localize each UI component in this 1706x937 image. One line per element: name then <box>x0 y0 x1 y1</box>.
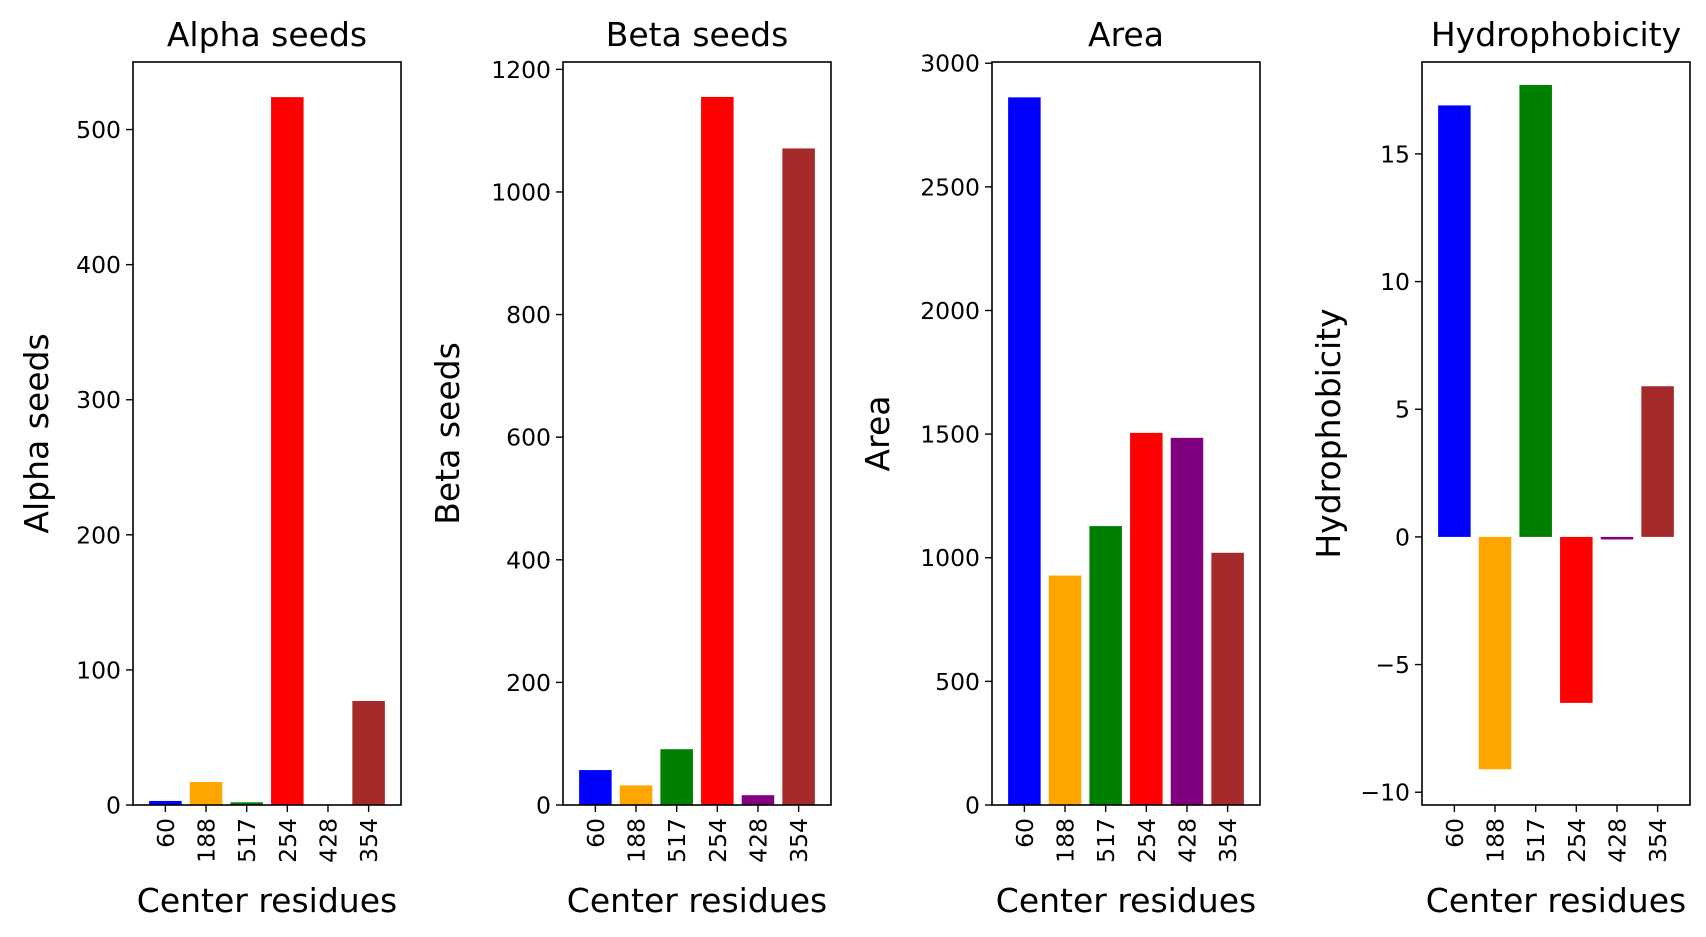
x-tick-label: 60 <box>1441 818 1469 848</box>
chart-panel-3: 0 500 1000 1500 2000 2500 3000 60 188 517 254 428 35… <box>858 15 1261 920</box>
x-axis-label: Center residues <box>137 881 397 920</box>
bar-188 <box>189 782 223 805</box>
bar-517 <box>1089 526 1122 805</box>
y-tick-label: 15 <box>1380 140 1410 168</box>
x-axis-label: Center residues <box>1426 881 1686 920</box>
y-tick-label: 100 <box>76 656 121 684</box>
x-tick-label: 354 <box>355 818 383 863</box>
axes-frame <box>1421 61 1691 806</box>
x-tick-label: 188 <box>1052 818 1080 863</box>
y-tick-label: 0 <box>536 792 551 820</box>
bar-188 <box>619 785 653 805</box>
y-tick-label: 0 <box>106 792 121 820</box>
bar-354 <box>1641 386 1674 537</box>
x-tick-label: 188 <box>193 818 221 863</box>
y-tick-label: 300 <box>76 386 121 414</box>
y-tick-label: 1200 <box>491 56 551 84</box>
x-tick-label: 60 <box>152 818 180 848</box>
bar-354 <box>352 700 385 805</box>
chart-panel-1: 0 100 200 300 400 500 60 188 517 254 428 354 Alpha s… <box>17 15 402 920</box>
bar-254 <box>701 96 734 805</box>
bar-188 <box>1048 575 1082 805</box>
y-tick-label: 2000 <box>920 297 980 325</box>
y-tick-label: 0 <box>1395 523 1410 551</box>
bar-254 <box>1130 432 1163 805</box>
bar-517 <box>1519 84 1552 537</box>
bar-354 <box>1211 552 1244 805</box>
x-tick-label: 428 <box>1603 818 1631 863</box>
bar-517 <box>660 749 693 805</box>
x-axis-label: Center residues <box>567 881 827 920</box>
y-tick-label: −10 <box>1360 779 1410 807</box>
y-tick-label: 5 <box>1395 396 1410 424</box>
y-tick-label: 1500 <box>920 421 980 449</box>
bar-60 <box>149 800 182 805</box>
y-tick-label: 400 <box>76 251 121 279</box>
y-tick-label: −5 <box>1375 651 1410 679</box>
axes-frame <box>132 61 402 806</box>
y-tick-label: 200 <box>506 669 551 697</box>
x-tick-label: 428 <box>744 818 772 863</box>
y-tick-label: 500 <box>935 668 980 696</box>
bar-517 <box>230 802 263 805</box>
chart-panel-4: −10 −5 0 5 10 15 60 188 517 254 428 354 Hydrophobici… <box>1309 15 1691 920</box>
y-tick-label: 2500 <box>920 173 980 201</box>
x-tick-label: 354 <box>1644 818 1672 863</box>
bar-428 <box>1170 437 1204 805</box>
x-tick-label: 254 <box>1133 818 1161 863</box>
y-tick-label: 1000 <box>491 178 551 206</box>
bar-354 <box>782 148 815 805</box>
chart-title: Beta seeds <box>606 15 789 54</box>
bar-254 <box>271 97 304 806</box>
y-tick-label: 200 <box>76 521 121 549</box>
bar-60 <box>1008 97 1041 806</box>
bar-60 <box>1438 105 1471 537</box>
y-tick-label: 10 <box>1380 268 1410 296</box>
chart-panel-2: 0 200 400 600 800 1000 1200 60 188 517 254 428 354 Be… <box>428 15 832 920</box>
y-axis-label: Beta seeds <box>428 342 467 525</box>
x-tick-label: 517 <box>1522 818 1550 863</box>
y-tick-label: 3000 <box>920 50 980 78</box>
x-tick-label: 60 <box>582 818 610 848</box>
x-tick-label: 254 <box>1563 818 1591 863</box>
x-tick-label: 354 <box>785 818 813 863</box>
x-tick-label: 254 <box>274 818 302 863</box>
y-axis-label: Hydrophobicity <box>1309 308 1348 558</box>
x-tick-label: 428 <box>1173 818 1201 863</box>
bar-428 <box>1600 536 1634 540</box>
y-tick-label: 400 <box>506 546 551 574</box>
y-tick-label: 1000 <box>920 544 980 572</box>
y-tick-label: 600 <box>506 424 551 452</box>
y-tick-label: 500 <box>76 116 121 144</box>
chart-title: Area <box>1088 15 1164 54</box>
x-tick-label: 188 <box>623 818 651 863</box>
y-axis-label: Area <box>858 396 897 472</box>
x-tick-label: 354 <box>1214 818 1242 863</box>
axes-frame <box>562 61 832 806</box>
bar-188 <box>1478 536 1512 770</box>
bar-60 <box>579 770 612 805</box>
x-axis-label: Center residues <box>996 881 1256 920</box>
y-tick-label: 0 <box>965 792 980 820</box>
bar-254 <box>1560 536 1593 703</box>
y-axis-label: Alpha seeds <box>17 333 56 533</box>
x-tick-label: 60 <box>1011 818 1039 848</box>
chart-title: Hydrophobicity <box>1431 15 1681 54</box>
y-tick-label: 800 <box>506 301 551 329</box>
x-tick-label: 517 <box>233 818 261 863</box>
x-tick-label: 517 <box>1092 818 1120 863</box>
x-tick-label: 428 <box>314 818 342 863</box>
bar-428 <box>741 795 775 805</box>
x-tick-label: 188 <box>1482 818 1510 863</box>
x-tick-label: 254 <box>704 818 732 863</box>
chart-title: Alpha seeds <box>167 15 367 54</box>
x-tick-label: 517 <box>663 818 691 863</box>
